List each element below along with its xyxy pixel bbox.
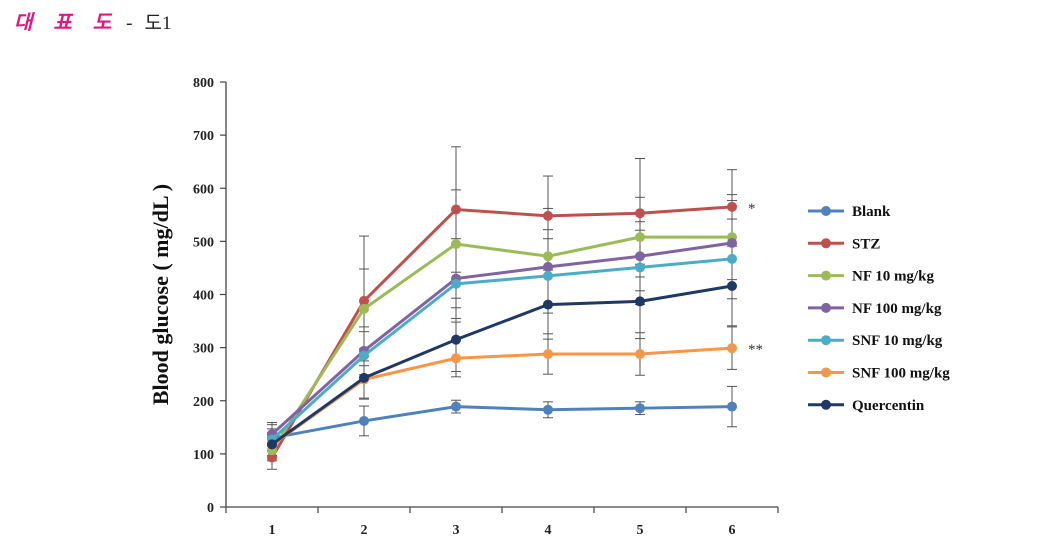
significance-annotation: ** xyxy=(748,342,763,358)
data-point-stz xyxy=(727,202,737,212)
y-tick-label: 600 xyxy=(193,182,214,197)
legend-label-snf-100-mg-kg: SNF 100 mg/kg xyxy=(852,366,950,382)
data-point-stz xyxy=(451,205,461,215)
data-point-nf-10-mg-kg xyxy=(543,251,553,261)
data-point-snf-10-mg-kg xyxy=(451,279,461,289)
legend-label-stz: STZ xyxy=(852,236,880,252)
data-point-quercentin xyxy=(543,300,553,310)
y-tick-label: 400 xyxy=(193,289,214,304)
legend-label-quercentin: Quercentin xyxy=(852,398,925,414)
legend-label-blank: Blank xyxy=(852,204,891,220)
data-point-stz xyxy=(543,211,553,221)
y-tick-label: 0 xyxy=(207,501,214,516)
data-point-nf-100-mg-kg xyxy=(727,238,737,248)
x-tick-label: 2 xyxy=(361,523,368,538)
data-point-blank xyxy=(727,402,737,412)
y-tick-label: 800 xyxy=(193,76,214,91)
significance-annotation: * xyxy=(748,201,756,217)
legend-label-snf-10-mg-kg: SNF 10 mg/kg xyxy=(852,333,943,349)
legend-marker-blank xyxy=(821,206,831,216)
legend-label-nf-10-mg-kg: NF 10 mg/kg xyxy=(852,269,934,285)
data-point-quercentin xyxy=(267,439,277,449)
data-point-snf-10-mg-kg xyxy=(635,262,645,272)
y-tick-label: 700 xyxy=(193,129,214,144)
y-tick-label: 500 xyxy=(193,235,214,250)
legend-marker-snf-10-mg-kg xyxy=(821,335,831,345)
y-tick-label: 300 xyxy=(193,342,214,357)
legend-marker-nf-100-mg-kg xyxy=(821,303,831,313)
series-line-snf-10-mg-kg xyxy=(272,259,732,440)
series-line-quercentin xyxy=(272,286,732,444)
data-point-quercentin xyxy=(635,296,645,306)
x-tick-label: 5 xyxy=(637,523,644,538)
data-point-blank xyxy=(543,405,553,415)
series-line-stz xyxy=(272,207,732,458)
x-tick-label: 1 xyxy=(269,523,276,538)
series-line-blank xyxy=(272,407,732,438)
data-point-nf-10-mg-kg xyxy=(451,239,461,249)
y-tick-label: 100 xyxy=(193,448,214,463)
data-point-quercentin xyxy=(451,335,461,345)
data-point-snf-10-mg-kg xyxy=(727,254,737,264)
x-tick-label: 6 xyxy=(729,523,736,538)
series-line-snf-100-mg-kg xyxy=(272,348,732,445)
data-point-stz xyxy=(635,208,645,218)
data-point-blank xyxy=(451,402,461,412)
legend-marker-snf-100-mg-kg xyxy=(821,368,831,378)
data-point-snf-100-mg-kg xyxy=(727,343,737,353)
data-point-snf-10-mg-kg xyxy=(359,351,369,361)
y-axis-label: Blood glucose ( mg/dL ) xyxy=(148,184,173,405)
data-point-snf-100-mg-kg xyxy=(543,349,553,359)
data-point-snf-100-mg-kg xyxy=(451,353,461,363)
data-point-quercentin xyxy=(727,281,737,291)
legend-label-nf-100-mg-kg: NF 100 mg/kg xyxy=(852,301,942,317)
legend-marker-nf-10-mg-kg xyxy=(821,271,831,281)
x-tick-label: 3 xyxy=(453,523,460,538)
data-point-snf-100-mg-kg xyxy=(635,349,645,359)
data-point-quercentin xyxy=(359,373,369,383)
data-point-nf-100-mg-kg xyxy=(543,262,553,272)
data-point-nf-10-mg-kg xyxy=(635,232,645,242)
data-point-snf-10-mg-kg xyxy=(543,271,553,281)
legend-marker-stz xyxy=(821,238,831,248)
y-tick-label: 200 xyxy=(193,395,214,410)
series-line-nf-10-mg-kg xyxy=(272,237,732,450)
legend-marker-quercentin xyxy=(821,400,831,410)
x-tick-label: 4 xyxy=(545,523,552,538)
data-point-blank xyxy=(635,403,645,413)
data-point-nf-10-mg-kg xyxy=(359,304,369,314)
data-point-nf-100-mg-kg xyxy=(635,251,645,261)
data-point-blank xyxy=(359,416,369,426)
